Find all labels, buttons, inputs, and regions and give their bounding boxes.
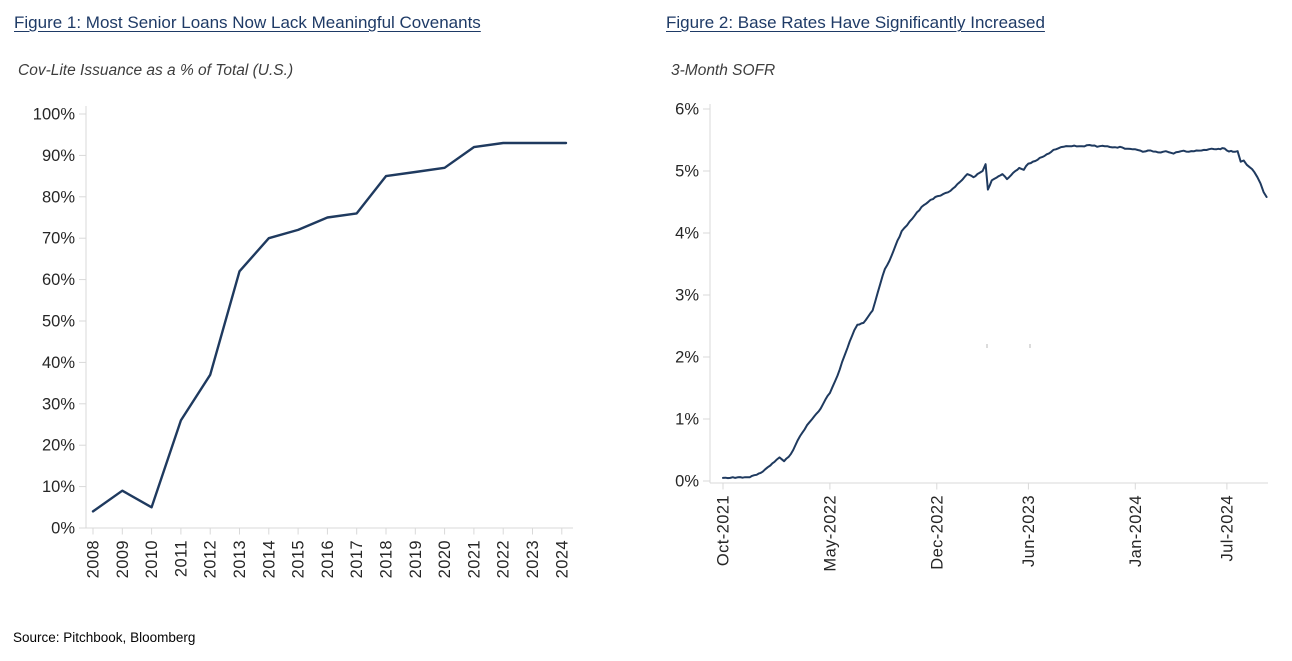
x-tick-label: 2023	[524, 540, 542, 578]
source-note: Source: Pitchbook, Bloomberg	[13, 630, 196, 645]
y-tick-label: 20%	[42, 437, 75, 455]
x-tick-label: 2011	[172, 540, 190, 577]
figure-1-subtitle: Cov-Lite Issuance as a % of Total (U.S.)	[18, 62, 294, 79]
figure-2-chart: 0% 1% 2% 3% 4% 5% 6% Oct-2021 May-2022 Dec-2022 Ju…	[675, 101, 1268, 572]
x-tick-label: 2017	[348, 540, 366, 578]
y-tick-label: 50%	[42, 313, 75, 331]
x-tick-label: Dec-2022	[928, 495, 946, 570]
y-tick-label: 5%	[675, 163, 699, 181]
y-axis-ticks: 0% 10% 20% 30% 40% 50% 60% 70% 80% 90% 100%	[33, 106, 86, 538]
x-tick-label: Jun-2023	[1020, 495, 1038, 567]
x-tick-label: 2015	[290, 540, 308, 578]
y-tick-label: 70%	[42, 230, 75, 248]
y-tick-label: 0%	[675, 473, 699, 491]
x-tick-label: May-2022	[821, 495, 839, 572]
x-tick-label: 2016	[319, 540, 337, 578]
figure-1-title: Figure 1: Most Senior Loans Now Lack Mea…	[14, 13, 481, 32]
y-axis-ticks: 0% 1% 2% 3% 4% 5% 6%	[675, 101, 710, 491]
x-tick-label: 2019	[407, 540, 425, 578]
figure-2-title: Figure 2: Base Rates Have Significantly …	[666, 13, 1045, 32]
y-tick-label: 100%	[33, 106, 76, 124]
x-tick-label: 2010	[143, 540, 161, 578]
figure-2-subtitle: 3-Month SOFR	[671, 62, 776, 79]
figure-2-series-line	[722, 144, 1268, 480]
y-tick-label: 80%	[42, 188, 75, 206]
x-tick-label: 2018	[378, 540, 396, 578]
x-tick-label: 2021	[465, 540, 483, 578]
x-tick-label: 2024	[553, 540, 571, 578]
x-tick-label: Jul-2024	[1218, 495, 1236, 562]
y-tick-label: 90%	[42, 147, 75, 165]
x-tick-label: 2014	[260, 540, 278, 578]
x-tick-label: Jan-2024	[1127, 495, 1145, 567]
y-tick-label: 4%	[675, 225, 699, 243]
y-tick-label: 10%	[42, 478, 75, 496]
figure-1-series-line	[91, 141, 568, 513]
faint-artifact	[986, 344, 988, 348]
x-tick-label: 2012	[202, 540, 220, 578]
figure-1-chart: 0%10%20%30%40%50%60%70%80%90%100%2008 200…	[33, 106, 573, 578]
x-tick-label: Oct-2021	[715, 495, 733, 566]
y-tick-label: 3%	[675, 287, 699, 305]
y-tick-label: 1%	[675, 411, 699, 429]
y-tick-label: 30%	[42, 395, 75, 413]
x-tick-label: 2008	[85, 540, 103, 578]
y-tick-label: 40%	[42, 354, 75, 372]
y-tick-label: 6%	[675, 101, 699, 119]
x-tick-label: 2020	[436, 540, 454, 578]
faint-artifact	[1029, 344, 1031, 348]
y-tick-label: 0%	[51, 520, 75, 538]
x-tick-label: 2022	[495, 540, 513, 578]
y-tick-label: 2%	[675, 349, 699, 367]
x-tick-label: 2009	[114, 540, 132, 578]
x-tick-label: 2013	[231, 540, 249, 578]
x-axis-ticks: 2008 2009 2010 2011 2012 2013 2014 2015 2016 2017…	[85, 528, 571, 578]
x-axis-ticks: Oct-2021 May-2022 Dec-2022 Jun-2023 Jan-2024…	[715, 483, 1236, 572]
y-tick-label: 60%	[42, 271, 75, 289]
